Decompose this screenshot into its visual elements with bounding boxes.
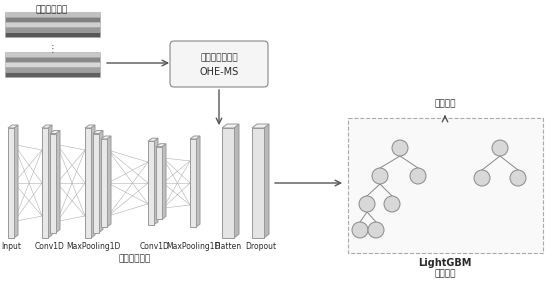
- Circle shape: [392, 140, 408, 156]
- Text: LightGBM: LightGBM: [418, 258, 472, 268]
- Bar: [5, 52, 100, 57]
- Bar: [252, 128, 264, 238]
- Bar: [42, 128, 48, 238]
- Circle shape: [372, 168, 388, 184]
- Circle shape: [474, 170, 490, 186]
- Bar: [5, 67, 100, 72]
- Bar: [148, 141, 154, 225]
- Polygon shape: [85, 125, 95, 128]
- Text: 网络流量数据: 网络流量数据: [36, 5, 68, 14]
- Polygon shape: [190, 136, 200, 139]
- Bar: [5, 72, 100, 77]
- Circle shape: [352, 222, 368, 238]
- Bar: [222, 128, 234, 238]
- Bar: [190, 139, 196, 227]
- Polygon shape: [56, 130, 60, 232]
- Text: Conv1D: Conv1D: [140, 242, 170, 251]
- Circle shape: [359, 196, 375, 212]
- Text: 分类结果: 分类结果: [434, 99, 456, 108]
- Polygon shape: [93, 130, 103, 134]
- Text: 特征提取算法: 特征提取算法: [119, 254, 151, 263]
- Text: 数据预处理算法: 数据预处理算法: [200, 54, 238, 62]
- Polygon shape: [154, 138, 158, 225]
- Text: 分类算法: 分类算法: [434, 269, 456, 278]
- Bar: [5, 12, 100, 17]
- Bar: [5, 62, 100, 67]
- Bar: [8, 128, 14, 238]
- Bar: [85, 128, 91, 238]
- Polygon shape: [196, 136, 200, 227]
- Text: Input: Input: [1, 242, 21, 251]
- Text: MaxPooling1D: MaxPooling1D: [66, 242, 120, 251]
- Polygon shape: [252, 124, 269, 128]
- Circle shape: [384, 196, 400, 212]
- Polygon shape: [50, 130, 60, 134]
- Polygon shape: [8, 125, 18, 128]
- Polygon shape: [107, 136, 111, 227]
- FancyBboxPatch shape: [170, 41, 268, 87]
- Text: Dropout: Dropout: [245, 242, 276, 251]
- Bar: [93, 134, 99, 232]
- Bar: [101, 139, 107, 227]
- Circle shape: [510, 170, 526, 186]
- Text: Flatten: Flatten: [214, 242, 241, 251]
- Bar: [50, 134, 56, 232]
- Bar: [5, 27, 100, 32]
- Polygon shape: [222, 124, 239, 128]
- Polygon shape: [234, 124, 239, 238]
- Bar: [5, 17, 100, 22]
- Text: OHE-MS: OHE-MS: [199, 67, 239, 77]
- Circle shape: [368, 222, 384, 238]
- Bar: [156, 147, 162, 219]
- Polygon shape: [99, 130, 103, 232]
- Polygon shape: [14, 125, 18, 238]
- Polygon shape: [91, 125, 95, 238]
- Text: MaxPooling1D: MaxPooling1D: [166, 242, 220, 251]
- Polygon shape: [148, 138, 158, 141]
- Polygon shape: [264, 124, 269, 238]
- Polygon shape: [101, 136, 111, 139]
- Polygon shape: [162, 144, 166, 219]
- Circle shape: [410, 168, 426, 184]
- Bar: [5, 22, 100, 27]
- Bar: [5, 32, 100, 37]
- Text: ⋮: ⋮: [47, 44, 57, 54]
- Circle shape: [492, 140, 508, 156]
- Bar: [5, 57, 100, 62]
- Polygon shape: [42, 125, 52, 128]
- Polygon shape: [48, 125, 52, 238]
- Text: Conv1D: Conv1D: [35, 242, 65, 251]
- Polygon shape: [156, 144, 166, 147]
- FancyBboxPatch shape: [348, 118, 543, 253]
